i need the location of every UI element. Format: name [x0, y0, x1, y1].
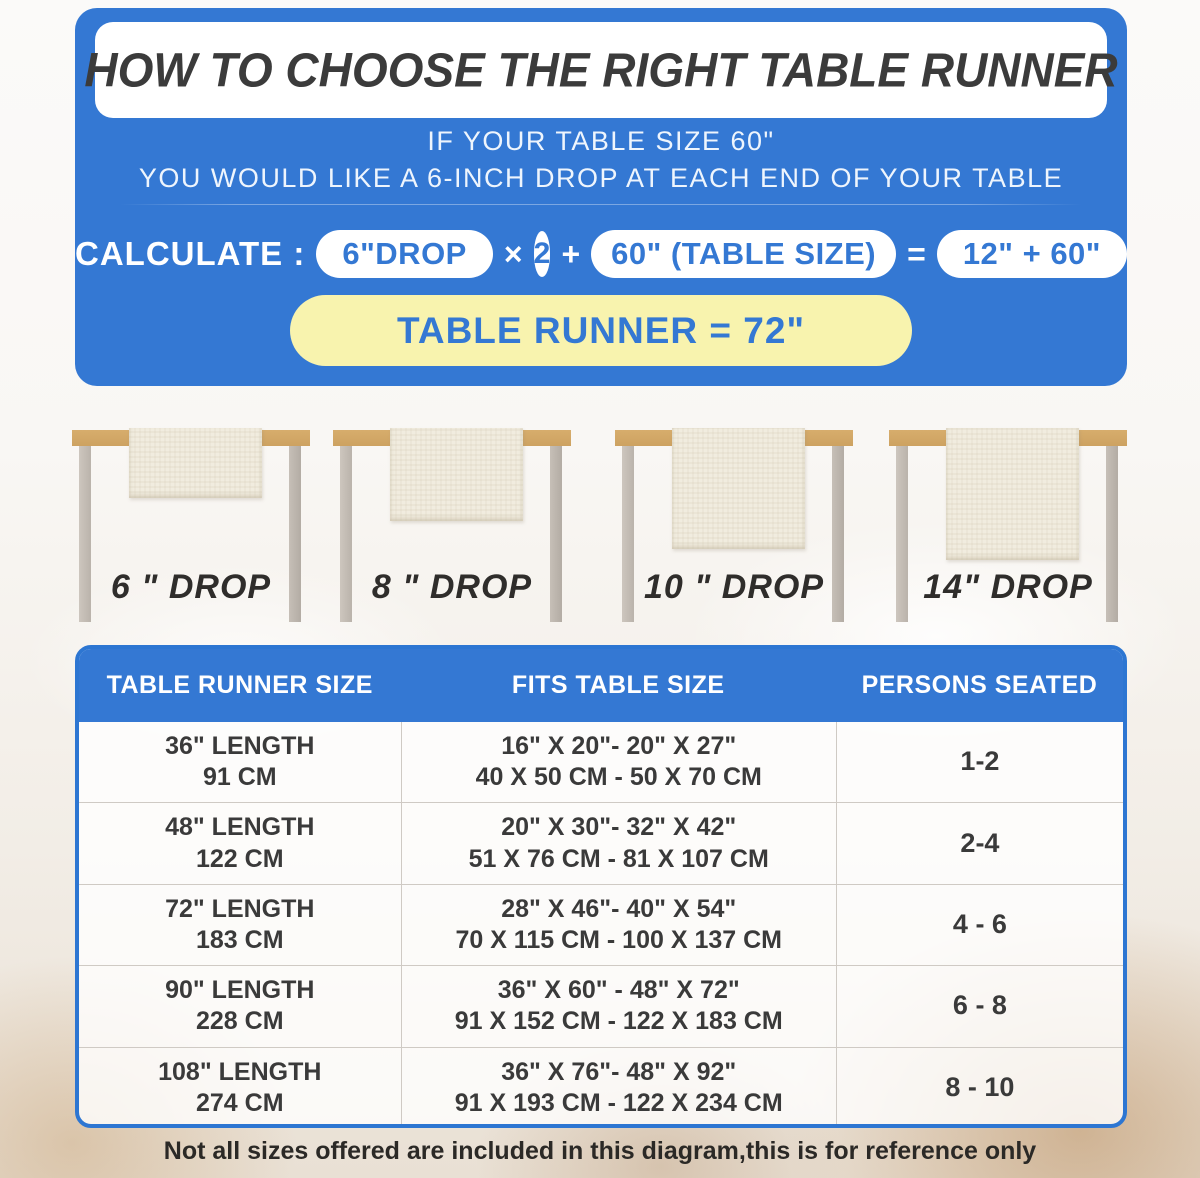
fits-size-inches: 36" X 76"- 48" X 92": [501, 1057, 737, 1086]
equals-sign: =: [907, 235, 926, 272]
drop-label: 8 " DROP: [371, 568, 533, 606]
table-row: 72" LENGTH 183 CM 28" X 46"- 40" X 54" 7…: [79, 883, 1123, 966]
table-leg-right: [289, 446, 301, 622]
runner-size-cm: 122 CM: [196, 844, 284, 873]
fits-size-inches: 20" X 30"- 32" X 42": [501, 813, 737, 842]
fits-size-cell: 16" X 20"- 20" X 27" 40 X 50 CM - 50 X 7…: [400, 722, 836, 803]
fits-size-cm: 70 X 115 CM - 100 X 137 CM: [455, 925, 782, 954]
result-text: TABLE RUNNER = 72": [397, 309, 805, 351]
page-title: HOW TO CHOOSE THE RIGHT TABLE RUNNER: [84, 42, 1118, 98]
runner-size-cell: 48" LENGTH 122 CM: [79, 803, 401, 883]
fits-size-cm: 40 X 50 CM - 50 X 70 CM: [475, 763, 762, 792]
runner-size-cell: 36" LENGTH 91 CM: [79, 722, 401, 802]
table-row: 90" LENGTH 228 CM 36" X 60" - 48" X 72" …: [79, 965, 1123, 1047]
persons-seated-cell: 6 - 8: [835, 966, 1123, 1047]
table-row: 108" LENGTH 274 CM 36" X 76"- 48" X 92" …: [79, 1046, 1123, 1124]
runner-size-inches: 90" LENGTH: [165, 976, 315, 1005]
disclaimer-note: Not all sizes offered are included in th…: [163, 1137, 1037, 1165]
drop-label: 14" DROP: [923, 568, 1093, 606]
fits-size-inches: 16" X 20"- 20" X 27": [501, 731, 737, 760]
size-chart: TABLE RUNNER SIZE FITS TABLE SIZE PERSON…: [75, 645, 1127, 1128]
multiply-sign: ×: [503, 235, 523, 272]
fits-size-cell: 28" X 46"- 40" X 54" 70 X 115 CM - 100 X…: [400, 884, 836, 966]
title-box: HOW TO CHOOSE THE RIGHT TABLE RUNNER: [84, 22, 1118, 118]
column-header-persons-seated: PERSONS SEATED: [861, 671, 1098, 699]
table-figure-10-drop: 10 " DROP: [615, 422, 853, 640]
runner-size-cm: 183 CM: [196, 925, 284, 954]
runner-size-cm: 274 CM: [196, 1088, 284, 1117]
column-header-runner-size: TABLE RUNNER SIZE: [106, 671, 373, 699]
runner-drape: [129, 428, 262, 498]
runner-size-inches: 108" LENGTH: [158, 1057, 322, 1086]
table-figure-6-drop: 6 " DROP: [72, 422, 310, 640]
runner-size-cell: 90" LENGTH 228 CM: [79, 966, 401, 1046]
drop-value-pill: 6"DROP: [316, 230, 493, 278]
size-chart-header: TABLE RUNNER SIZE FITS TABLE SIZE PERSON…: [79, 649, 1123, 722]
runner-size-cm: 91 CM: [202, 763, 277, 792]
fits-size-inches: 36" X 60" - 48" X 72": [497, 976, 740, 1005]
size-chart-body: 36" LENGTH 91 CM 16" X 20"- 20" X 27" 40…: [79, 722, 1123, 1124]
runner-size-cell: 108" LENGTH 274 CM: [79, 1048, 401, 1124]
runner-size-inches: 36" LENGTH: [165, 731, 315, 760]
table-leg-right: [832, 446, 844, 622]
fits-size-cell: 36" X 60" - 48" X 72" 91 X 152 CM - 122 …: [400, 966, 836, 1047]
drop-label: 6 " DROP: [110, 568, 272, 606]
persons-seated-cell: 4 - 6: [835, 884, 1123, 966]
runner-size-cm: 228 CM: [196, 1007, 284, 1036]
sum-pill: 12" + 60": [936, 230, 1127, 278]
table-leg-left: [622, 446, 634, 622]
persons-seated-cell: 2-4: [835, 803, 1123, 884]
calculate-label: CALCULATE :: [75, 235, 306, 272]
table-figure-8-drop: 8 " DROP: [333, 422, 571, 640]
intro-line-2: YOU WOULD LIKE A 6-INCH DROP AT EACH END…: [138, 163, 1064, 193]
table-leg-left: [79, 446, 91, 622]
persons-seated-cell: 8 - 10: [835, 1047, 1123, 1124]
fits-size-cm: 91 X 193 CM - 122 X 234 CM: [454, 1088, 783, 1117]
multiplier-badge: 2: [533, 231, 551, 277]
table-size-pill: 60" (TABLE SIZE): [591, 230, 897, 278]
result-highlight: TABLE RUNNER = 72": [290, 295, 912, 366]
runner-size-inches: 48" LENGTH: [165, 813, 315, 842]
runner-size-inches: 72" LENGTH: [165, 894, 315, 923]
calculation-formula: CALCULATE : 6"DROP × 2 + 60" (TABLE SIZE…: [75, 228, 1127, 280]
fits-size-cm: 91 X 152 CM - 122 X 183 CM: [454, 1007, 783, 1036]
table-figure-14-drop: 14" DROP: [889, 422, 1127, 640]
fits-size-cell: 20" X 30"- 32" X 42" 51 X 76 CM - 81 X 1…: [400, 803, 836, 884]
fits-size-cell: 36" X 76"- 48" X 92" 91 X 193 CM - 122 X…: [400, 1047, 836, 1124]
fits-size-inches: 28" X 46"- 40" X 54": [501, 894, 737, 923]
table-leg-left: [340, 446, 352, 622]
table-leg-right: [1106, 446, 1118, 622]
intro-line-1: IF YOUR TABLE SIZE 60": [427, 126, 775, 156]
drop-label: 10 " DROP: [643, 568, 825, 606]
fits-size-cm: 51 X 76 CM - 81 X 107 CM: [468, 844, 769, 873]
runner-drape: [946, 428, 1079, 560]
banner-divider: [120, 204, 1082, 205]
table-leg-right: [550, 446, 562, 622]
plus-sign: +: [561, 235, 581, 272]
persons-seated-cell: 1-2: [835, 722, 1123, 803]
table-leg-left: [896, 446, 908, 622]
table-row: 36" LENGTH 91 CM 16" X 20"- 20" X 27" 40…: [79, 722, 1123, 803]
runner-drape: [672, 428, 805, 549]
instruction-banner: HOW TO CHOOSE THE RIGHT TABLE RUNNER IF …: [75, 8, 1127, 386]
runner-size-cell: 72" LENGTH 183 CM: [79, 885, 401, 965]
column-header-fits-table-size: FITS TABLE SIZE: [511, 671, 725, 699]
table-row: 48" LENGTH 122 CM 20" X 30"- 32" X 42" 5…: [79, 802, 1123, 884]
runner-drape: [390, 428, 523, 521]
